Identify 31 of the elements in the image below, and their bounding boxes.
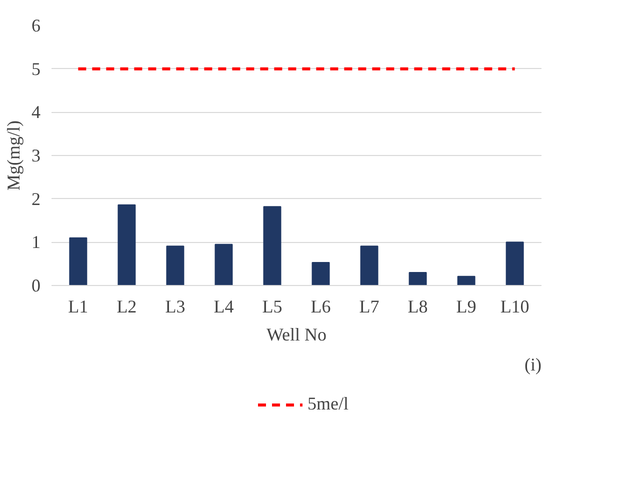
- y-tick-label: 5: [32, 58, 40, 79]
- y-tick-label: 3: [32, 146, 40, 166]
- bar: [118, 204, 136, 286]
- bar: [408, 272, 427, 286]
- legend-label: 5me/l: [308, 394, 348, 414]
- bar: [214, 244, 233, 286]
- y-tick-label: 4: [32, 102, 40, 122]
- bar: [360, 246, 378, 286]
- y-tick-label: 6: [32, 16, 40, 36]
- bar: [312, 262, 330, 286]
- y-tick-label: 0: [32, 276, 40, 296]
- x-tick-label: L4: [214, 296, 234, 316]
- bar: [263, 206, 282, 286]
- x-tick-label: L2: [116, 296, 137, 316]
- x-tick-label: L6: [310, 296, 331, 316]
- x-axis-title: Well No: [266, 324, 327, 344]
- x-tick-label: L9: [456, 296, 476, 316]
- x-tick-label: L10: [500, 296, 530, 316]
- bar: [457, 276, 476, 286]
- bar: [166, 246, 184, 286]
- y-tick-label: 2: [32, 188, 40, 209]
- y-axis-title: Mg(mg/l): [4, 120, 24, 190]
- bar: [69, 237, 88, 286]
- bar: [506, 242, 524, 286]
- x-tick-label: L7: [359, 296, 380, 316]
- x-tick-label: L3: [165, 296, 186, 316]
- x-tick-label: L8: [408, 296, 428, 316]
- x-tick-label: L1: [68, 296, 88, 316]
- text: (i): [524, 354, 542, 374]
- x-tick-label: L5: [262, 296, 282, 316]
- y-tick-label: 1: [32, 232, 40, 252]
